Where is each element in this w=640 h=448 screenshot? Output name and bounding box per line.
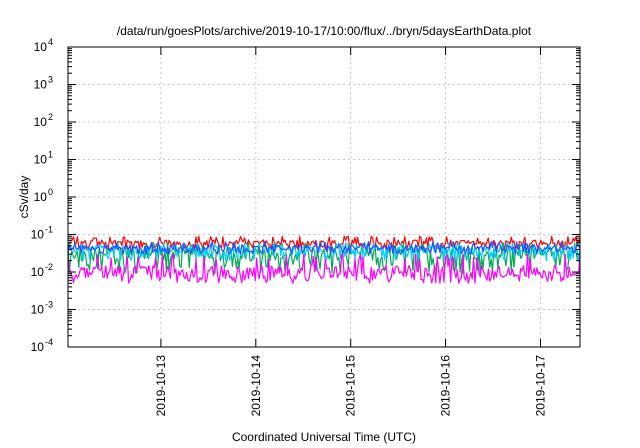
x-tick-label: 2019-10-14 (249, 355, 263, 417)
x-tick-label: 2019-10-16 (439, 355, 453, 417)
series-line-4 (67, 241, 581, 255)
y-tick-label: 102 (34, 112, 53, 129)
x-axis-title: Coordinated Universal Time (UTC) (232, 430, 416, 444)
series-line-3 (67, 242, 581, 262)
y-tick-label: 10-3 (31, 300, 53, 317)
y-tick-label: 100 (34, 187, 53, 204)
y-tick-label: 103 (34, 75, 53, 92)
x-tick-labels: 2019-10-13 2019-10-14 2019-10-15 2019-10-16… (154, 355, 548, 417)
x-tick-label: 2019-10-15 (344, 355, 358, 417)
y-axis-title: cSv/day (17, 176, 31, 219)
x-tick-label: 2019-10-13 (154, 355, 168, 417)
tick-marks (68, 46, 580, 348)
grid (68, 47, 580, 347)
y-tick-label: 101 (34, 150, 53, 167)
y-tick-label: 10-2 (31, 262, 53, 279)
series-layer (67, 235, 581, 284)
y-tick-label: 10-4 (31, 337, 53, 354)
y-tick-labels: 10-4 10-3 10-2 10-1 100 101 102 103 104 (31, 37, 53, 354)
x-tick-label: 2019-10-17 (533, 355, 547, 417)
y-tick-label: 10-1 (31, 225, 53, 242)
series-line-5 (67, 253, 581, 284)
y-tick-label: 104 (34, 37, 53, 54)
chart-title: /data/run/goesPlots/archive/2019-10-17/1… (117, 24, 532, 38)
